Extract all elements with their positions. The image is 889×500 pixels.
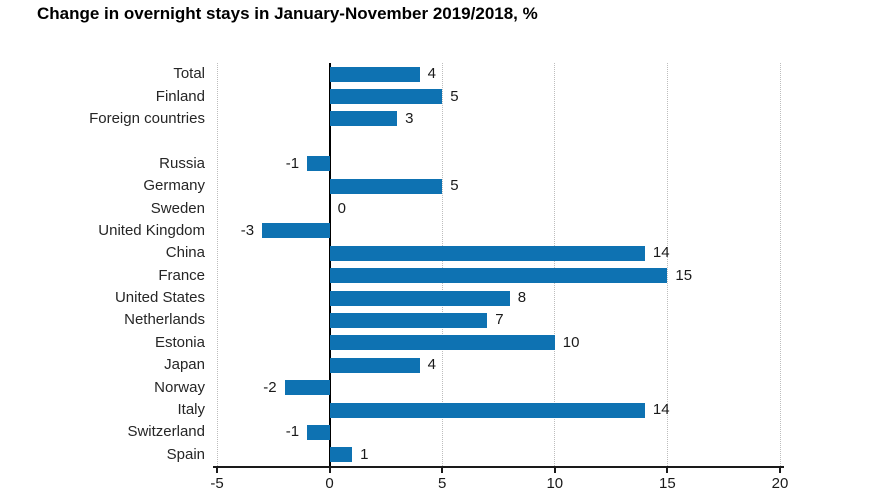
category-label: Norway [154,378,205,396]
bar [329,111,398,127]
bar-value-label: 1 [360,445,369,463]
x-axis-tick [553,468,556,473]
category-label: Russia [159,154,205,172]
category-label: Finland [155,87,205,105]
bar [307,156,330,172]
bar-value-label: -3 [240,221,255,239]
x-axis-tick [328,468,331,473]
bar-value-label: 5 [450,177,459,195]
bar-value-label: 4 [427,65,437,83]
bar [329,178,443,194]
category-label: Japan [164,356,205,374]
bar-value-label: -1 [285,154,300,172]
gridline [216,63,218,466]
x-tick-label: 20 [771,475,789,492]
bar [329,402,645,418]
category-label: France [158,266,205,284]
bar-value-label: 8 [517,289,527,307]
category-label: Sweden [150,199,205,217]
category-label: Foreign countries [89,109,205,127]
bar-value-label: 5 [450,87,459,105]
bar [329,357,420,373]
bar [307,424,330,440]
bar-value-label: 15 [675,266,693,284]
x-tick-label: 15 [659,475,676,492]
bar-value-label: 10 [562,333,580,351]
gridline [441,63,443,466]
chart-title: Change in overnight stays in January-Nov… [37,4,538,23]
bar [329,447,353,463]
bar-value-label: 14 [652,244,670,262]
category-label: United States [114,289,205,307]
bar-value-label: 7 [495,311,504,329]
bar [329,89,443,105]
category-label: Netherlands [124,311,205,329]
gridline [554,63,556,466]
bar-value-label: 4 [427,356,437,374]
bar-value-label: -1 [285,423,300,441]
category-label: Total [173,65,205,83]
bar [284,380,330,396]
category-label: Switzerland [127,423,205,441]
category-label: Germany [143,177,205,195]
x-tick-label: 0 [325,475,334,492]
bar-value-label: 3 [405,109,414,127]
bar [329,290,510,306]
x-axis-tick [441,468,444,473]
x-axis-tick [779,468,781,473]
category-label: Italy [177,401,205,419]
category-label: Spain [166,445,205,463]
bar [329,268,668,284]
bar [329,312,488,328]
bar-value-label: 14 [652,401,670,419]
bar-value-label: -2 [263,378,277,396]
x-axis-line [213,466,784,468]
bar-value-label: 0 [337,199,346,217]
x-axis-tick [666,468,669,473]
bar [329,335,555,351]
category-label: United Kingdom [98,221,205,239]
gridline [779,63,781,466]
zero-baseline [328,63,331,466]
category-label: Estonia [154,333,205,351]
x-axis-tick [216,468,218,473]
bar [262,223,330,239]
x-tick-label: 5 [438,475,447,492]
bar [329,245,645,261]
gridline [666,63,668,466]
x-tick-label: 10 [546,475,564,492]
category-label: China [165,244,205,262]
bar [329,66,420,82]
x-tick-label: -5 [210,475,224,492]
